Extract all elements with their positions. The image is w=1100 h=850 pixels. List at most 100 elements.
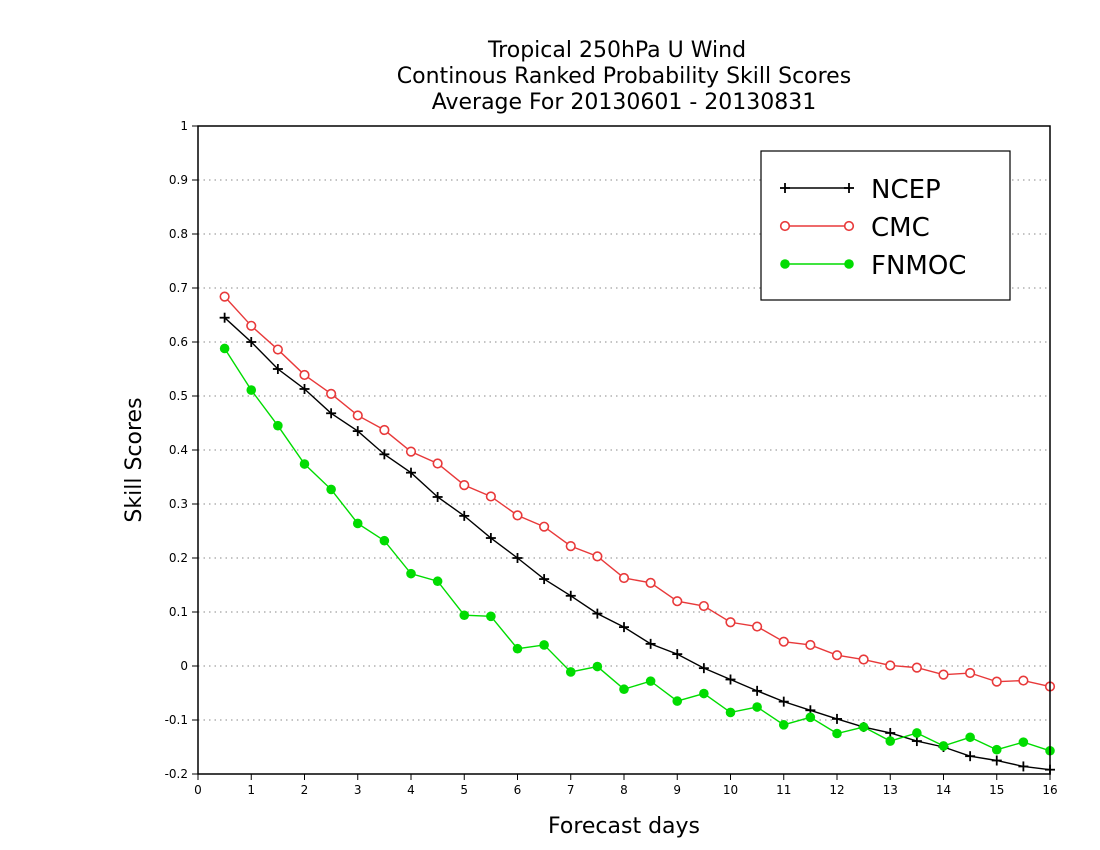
x-tick-label-15: 15 (989, 783, 1004, 797)
legend-label-ncep: NCEP (871, 175, 941, 205)
data-point-ncep-13 (565, 590, 576, 601)
data-point-ncep-8 (432, 491, 443, 502)
x-tick-label-13: 13 (883, 783, 898, 797)
data-point-fnmoc-2 (273, 420, 283, 431)
series-ncep (219, 312, 1055, 775)
x-tick-label-3: 3 (354, 783, 362, 797)
legend-marker-right-fnmoc (844, 259, 854, 269)
data-point-fnmoc-9 (459, 610, 470, 621)
data-point-ncep-15 (619, 622, 629, 633)
y-tick-label-3: 0.1 (169, 605, 188, 619)
x-tick-label-1: 1 (247, 783, 255, 797)
data-point-cmc-21 (778, 636, 789, 647)
axis-ticks: -0.2-0.100.10.20.30.40.50.60.70.80.910 1 2… (165, 119, 1058, 797)
data-point-ncep-4 (326, 408, 337, 419)
data-point-fnmoc-27 (938, 741, 949, 751)
data-point-ncep-19 (725, 674, 736, 685)
plot-frame (197, 125, 1051, 775)
series-fnmoc (219, 343, 1055, 756)
data-point-fnmoc-20 (752, 702, 762, 712)
y-tick-label-0: -0.2 (165, 767, 188, 781)
legend-entry-cmc: CMC (779, 213, 930, 243)
x-tick-label-16: 16 (1042, 783, 1057, 797)
data-point-fnmoc-28 (965, 732, 975, 743)
data-point-cmc-29 (991, 676, 1002, 687)
data-point-ncep-0 (219, 312, 230, 323)
series-line-fnmoc (224, 348, 1051, 752)
data-point-ncep-5 (352, 426, 363, 437)
data-point-ncep-1 (246, 337, 257, 347)
data-point-cmc-28 (965, 667, 976, 679)
data-point-fnmoc-3 (299, 459, 310, 469)
data-point-ncep-11 (512, 553, 523, 563)
y-tick-label-11: 0.9 (169, 173, 188, 187)
x-tick-label-6: 6 (514, 783, 522, 797)
data-point-fnmoc-0 (219, 343, 230, 354)
data-point-ncep-20 (752, 685, 763, 696)
chart-title-line-2: Continous Ranked Probability Skill Score… (397, 64, 851, 89)
x-tick-label-10: 10 (723, 783, 738, 797)
data-point-fnmoc-15 (619, 684, 629, 695)
data-point-cmc-30 (1018, 675, 1029, 686)
x-tick-label-7: 7 (567, 783, 575, 797)
data-point-fnmoc-7 (406, 568, 416, 579)
y-axis-label: Skill Scores (122, 397, 147, 522)
x-tick-label-5: 5 (460, 783, 468, 797)
data-point-cmc-18 (698, 600, 709, 612)
legend-label-cmc: CMC (871, 213, 930, 243)
data-point-fnmoc-24 (858, 722, 869, 732)
data-point-ncep-23 (832, 713, 842, 724)
x-tick-label-9: 9 (673, 783, 681, 797)
x-tick-label-14: 14 (936, 783, 951, 797)
series-line-cmc (224, 296, 1051, 688)
legend-marker-left-fnmoc (780, 259, 790, 269)
data-point-cmc-3 (299, 369, 310, 381)
data-point-fnmoc-26 (912, 728, 922, 738)
data-point-cmc-7 (405, 446, 417, 457)
data-point-ncep-7 (406, 467, 416, 478)
data-point-ncep-16 (645, 638, 656, 649)
data-point-cmc-2 (272, 344, 283, 355)
y-tick-label-9: 0.7 (169, 281, 188, 295)
data-point-fnmoc-17 (672, 696, 683, 706)
series-cmc (219, 291, 1056, 692)
data-point-fnmoc-4 (326, 484, 336, 495)
data-point-fnmoc-22 (805, 712, 816, 723)
data-point-fnmoc-6 (379, 535, 390, 546)
data-point-fnmoc-16 (645, 676, 656, 686)
data-point-cmc-6 (379, 424, 390, 436)
data-point-cmc-25 (885, 660, 896, 671)
data-point-ncep-14 (592, 608, 603, 619)
data-point-fnmoc-25 (885, 736, 896, 746)
x-tick-label-0: 0 (194, 783, 202, 797)
data-point-ncep-12 (539, 574, 550, 585)
legend-marker-left-ncep (780, 183, 790, 193)
data-point-cmc-0 (219, 291, 230, 302)
legend-label-fnmoc: FNMOC (871, 251, 966, 281)
y-tick-label-5: 0.3 (169, 497, 188, 511)
data-point-ncep-29 (991, 755, 1002, 766)
legend-marker-right-cmc (843, 220, 855, 232)
data-point-cmc-23 (831, 650, 843, 661)
data-point-ncep-28 (965, 751, 976, 762)
y-tick-label-12: 1 (180, 119, 188, 133)
data-point-ncep-3 (299, 383, 310, 394)
data-point-cmc-24 (858, 654, 869, 665)
data-point-cmc-12 (539, 521, 550, 532)
data-point-ncep-21 (778, 696, 789, 707)
chart-title-line-1: Tropical 250hPa U Wind (487, 38, 746, 63)
data-point-cmc-17 (672, 596, 683, 607)
series-line-ncep (224, 317, 1051, 771)
data-point-fnmoc-12 (539, 640, 549, 650)
y-tick-label-1: -0.1 (165, 713, 188, 727)
y-tick-label-4: 0.2 (169, 551, 188, 565)
data-point-fnmoc-21 (778, 720, 789, 730)
legend-marker-right-ncep (844, 183, 854, 193)
chart-title-line-3: Average For 20130601 - 20130831 (432, 90, 817, 115)
data-point-fnmoc-13 (565, 667, 576, 677)
data-point-fnmoc-11 (512, 643, 523, 654)
data-point-ncep-18 (698, 663, 709, 674)
data-point-fnmoc-30 (1018, 737, 1029, 747)
data-point-cmc-16 (645, 577, 656, 588)
